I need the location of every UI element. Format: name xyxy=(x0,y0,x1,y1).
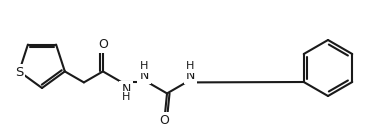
Text: H: H xyxy=(186,61,194,71)
Text: N: N xyxy=(139,69,149,82)
Text: O: O xyxy=(159,114,169,127)
Text: N: N xyxy=(185,69,195,82)
Text: O: O xyxy=(98,38,108,51)
Text: N: N xyxy=(121,83,131,96)
Text: H: H xyxy=(122,92,130,102)
Text: H: H xyxy=(140,61,148,71)
Text: S: S xyxy=(15,66,23,79)
